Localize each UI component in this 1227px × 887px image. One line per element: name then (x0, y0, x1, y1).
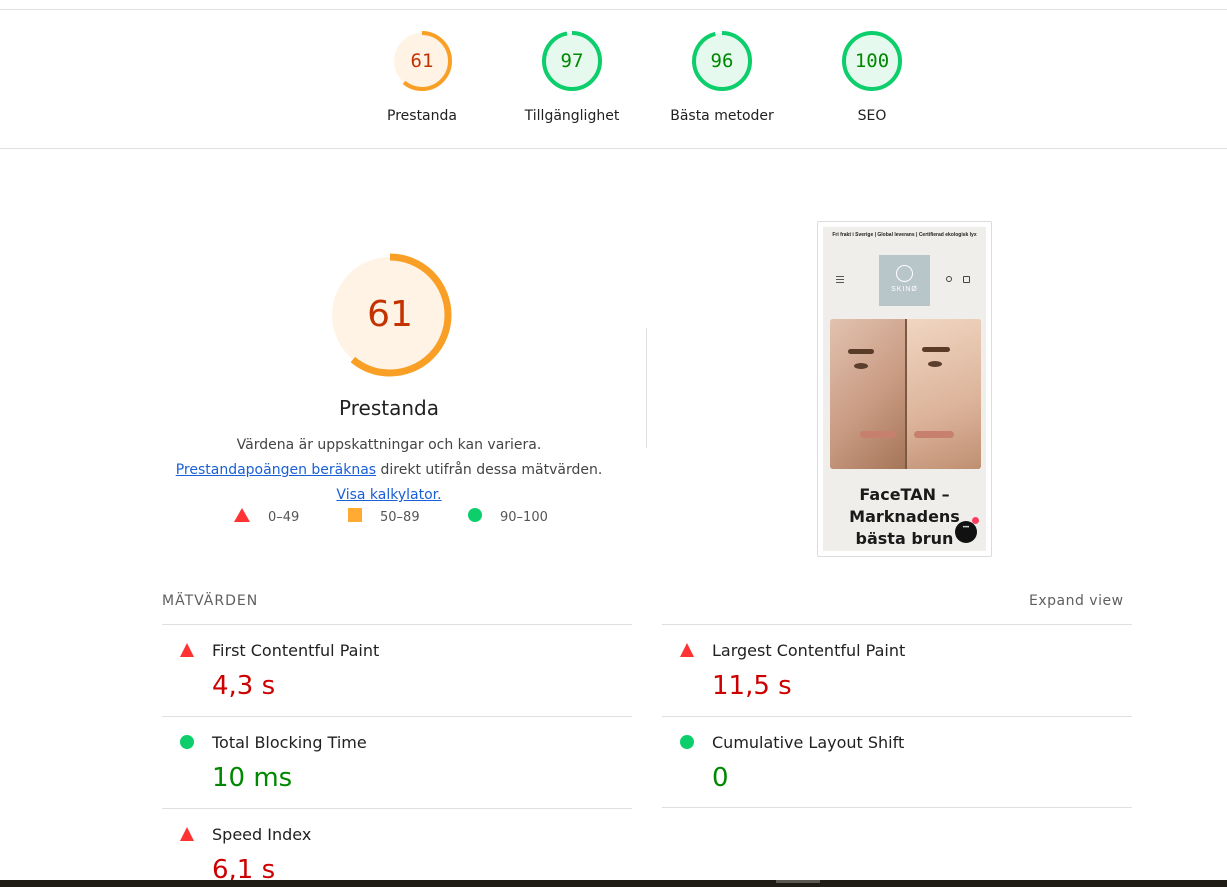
legend-range: 0–49 (268, 509, 300, 525)
gauge-best-practices[interactable]: 96 Bästa metoder (657, 30, 787, 124)
calculator-link[interactable]: Visa kalkylator. (336, 487, 442, 503)
metric-label: First Contentful Paint (212, 641, 380, 660)
vertical-divider (646, 328, 647, 448)
gauge-label: SEO (857, 108, 887, 124)
metric-speed-index: Speed Index 6,1 s (162, 808, 632, 887)
performance-title: Prestanda (339, 396, 439, 420)
circle-icon (680, 735, 694, 754)
triangle-icon (234, 508, 250, 526)
legend-fail: 0–49 (234, 508, 299, 526)
legend-range: 50–89 (380, 509, 420, 525)
gauge-score: 96 (710, 50, 734, 72)
gauge-accessibility[interactable]: 97 Tillgänglighet (507, 30, 637, 124)
performance-score: 61 (367, 294, 413, 335)
expand-view-toggle[interactable]: Expand view (1029, 593, 1124, 609)
circle-icon (180, 735, 194, 754)
metric-value: 10 ms (212, 763, 293, 793)
legend-average: 50–89 (348, 508, 420, 526)
gauge-ring: 97 (541, 30, 603, 92)
metric-value: 0 (712, 763, 729, 793)
legend-range: 90–100 (500, 509, 548, 525)
performance-description: Värdena är uppskattningar och kan varier… (170, 433, 608, 508)
score-calc-link[interactable]: Prestandapoängen beräknas (175, 462, 377, 478)
screenshot-headline: FaceTAN – Marknadens bästa brun (849, 485, 960, 548)
metric-label: Speed Index (212, 825, 312, 844)
triangle-icon (680, 643, 694, 662)
notification-dot (972, 517, 979, 524)
logo-text: SKINØ (891, 286, 918, 293)
legend-pass: 90–100 (468, 508, 548, 526)
metric-tbt: Total Blocking Time 10 ms (162, 716, 632, 808)
logo-circle-icon (896, 265, 913, 282)
hero-photo (830, 319, 981, 469)
gauge-label: Prestanda (387, 108, 457, 124)
square-icon (348, 508, 362, 526)
gauge-score: 97 (560, 50, 584, 72)
triangle-icon (180, 643, 194, 662)
gauge-label: Tillgänglighet (524, 108, 620, 124)
metric-fcp: First Contentful Paint 4,3 s (162, 624, 632, 716)
metric-value: 4,3 s (212, 671, 276, 701)
gauge-performance[interactable]: 61 Prestanda (357, 30, 487, 124)
screenshot-content: Fri frakt i Sverige | Global leverans | … (823, 227, 986, 551)
brand-logo: SKINØ (879, 255, 930, 306)
hamburger-icon (836, 276, 844, 283)
metric-divider (662, 807, 1132, 808)
gauge-ring: 100 (841, 30, 903, 92)
triangle-icon (180, 827, 194, 846)
gauge-seo[interactable]: 100 SEO (807, 30, 937, 124)
screenshot-banner: Fri frakt i Sverige | Global leverans | … (832, 232, 977, 238)
metrics-heading: MÄTVÄRDEN (162, 593, 259, 609)
metric-label: Cumulative Layout Shift (712, 733, 905, 752)
taskbar-tab (776, 880, 820, 883)
gauge-score: 61 (410, 50, 434, 72)
cart-icon (963, 276, 970, 283)
circle-icon (468, 508, 482, 526)
metric-lcp: Largest Contentful Paint 11,5 s (662, 624, 1132, 716)
chat-icon (955, 521, 977, 543)
search-icon (946, 276, 952, 282)
desc-text: Värdena är uppskattningar och kan varier… (236, 437, 542, 453)
metric-value: 11,5 s (712, 671, 792, 701)
metric-label: Total Blocking Time (212, 733, 367, 752)
final-screenshot[interactable]: Fri frakt i Sverige | Global leverans | … (817, 221, 992, 557)
metric-cls: Cumulative Layout Shift 0 (662, 716, 1132, 808)
performance-gauge: 61 (326, 251, 454, 379)
top-divider (0, 9, 1227, 10)
gauge-label: Bästa metoder (670, 108, 774, 124)
metric-label: Largest Contentful Paint (712, 641, 906, 660)
desc-text: direkt utifrån dessa mätvärden. (376, 462, 603, 478)
gauge-ring: 61 (391, 30, 453, 92)
gauge-score: 100 (854, 50, 890, 72)
taskbar-strip (0, 880, 1227, 887)
score-gauges-bar: 61 Prestanda 97 Tillgänglighet 96 Bästa … (0, 10, 1227, 149)
gauge-ring: 96 (691, 30, 753, 92)
